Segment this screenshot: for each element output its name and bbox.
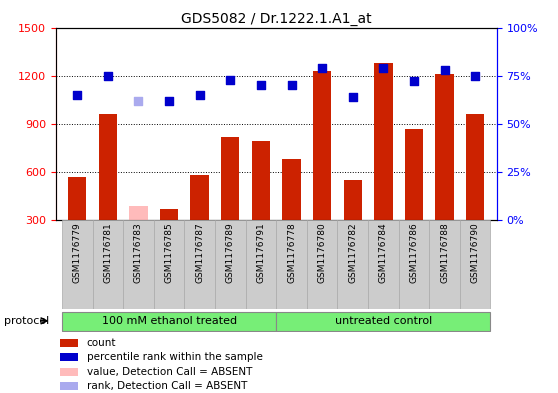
Bar xyxy=(398,220,429,309)
Point xyxy=(73,92,81,98)
Point xyxy=(471,72,480,79)
Bar xyxy=(307,220,338,309)
Point xyxy=(287,82,296,88)
Title: GDS5082 / Dr.1222.1.A1_at: GDS5082 / Dr.1222.1.A1_at xyxy=(181,13,372,26)
Text: GSM1176780: GSM1176780 xyxy=(318,223,326,283)
Bar xyxy=(93,220,123,309)
Bar xyxy=(276,312,490,331)
Bar xyxy=(62,220,93,309)
Bar xyxy=(68,177,86,220)
Point xyxy=(226,76,235,83)
Text: count: count xyxy=(86,338,116,348)
Text: 100 mM ethanol treated: 100 mM ethanol treated xyxy=(102,316,237,326)
Bar xyxy=(435,74,454,220)
Point xyxy=(410,78,418,84)
Bar xyxy=(190,175,209,220)
Text: GSM1176788: GSM1176788 xyxy=(440,223,449,283)
Bar xyxy=(368,220,398,309)
Bar xyxy=(62,312,276,331)
Bar xyxy=(282,159,301,220)
Text: GSM1176778: GSM1176778 xyxy=(287,223,296,283)
Text: GSM1176787: GSM1176787 xyxy=(195,223,204,283)
Bar xyxy=(429,220,460,309)
Text: rank, Detection Call = ABSENT: rank, Detection Call = ABSENT xyxy=(86,381,247,391)
Bar xyxy=(160,209,178,220)
Text: value, Detection Call = ABSENT: value, Detection Call = ABSENT xyxy=(86,367,252,376)
Point xyxy=(379,65,388,71)
Text: GSM1176781: GSM1176781 xyxy=(103,223,112,283)
Text: GSM1176791: GSM1176791 xyxy=(257,223,266,283)
Bar xyxy=(184,220,215,309)
Bar xyxy=(221,137,239,220)
Bar xyxy=(99,114,117,220)
Bar xyxy=(374,63,392,220)
Text: GSM1176783: GSM1176783 xyxy=(134,223,143,283)
Point xyxy=(165,97,174,104)
Text: GSM1176785: GSM1176785 xyxy=(165,223,174,283)
Bar xyxy=(344,180,362,220)
Point xyxy=(103,72,112,79)
Bar xyxy=(252,141,270,220)
Point xyxy=(440,67,449,73)
Bar xyxy=(154,220,184,309)
Text: GSM1176782: GSM1176782 xyxy=(348,223,357,283)
Bar xyxy=(60,339,78,347)
Text: GSM1176790: GSM1176790 xyxy=(471,223,480,283)
Bar xyxy=(129,206,148,220)
Bar xyxy=(246,220,276,309)
Point xyxy=(257,82,266,88)
Bar xyxy=(276,220,307,309)
Bar xyxy=(338,220,368,309)
Text: GSM1176789: GSM1176789 xyxy=(226,223,235,283)
Text: GSM1176779: GSM1176779 xyxy=(73,223,81,283)
Bar xyxy=(405,129,423,220)
Text: protocol: protocol xyxy=(4,316,50,326)
Point xyxy=(134,97,143,104)
Text: GSM1176784: GSM1176784 xyxy=(379,223,388,283)
Text: percentile rank within the sample: percentile rank within the sample xyxy=(86,353,262,362)
Bar xyxy=(466,114,484,220)
Bar xyxy=(60,353,78,362)
Bar xyxy=(313,71,331,220)
Bar xyxy=(60,367,78,376)
Bar xyxy=(60,382,78,390)
Bar xyxy=(460,220,490,309)
Point xyxy=(195,92,204,98)
Point xyxy=(348,94,357,100)
Bar xyxy=(123,220,154,309)
Bar xyxy=(215,220,246,309)
Point xyxy=(318,65,326,71)
Text: GSM1176786: GSM1176786 xyxy=(410,223,418,283)
Text: untreated control: untreated control xyxy=(335,316,432,326)
